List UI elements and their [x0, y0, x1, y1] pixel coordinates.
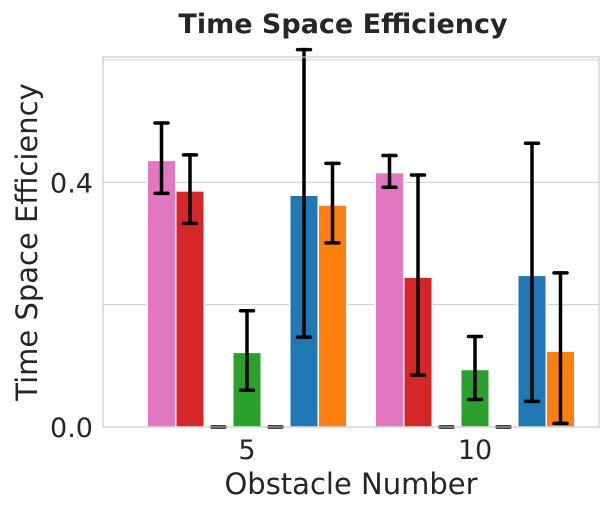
error-bars: [153, 47, 569, 429]
bar: [175, 190, 205, 428]
error-bar: [238, 309, 256, 393]
plot-frame: [102, 56, 600, 428]
y-tick-labels: 0.0 0.4: [50, 168, 93, 444]
x-tick-labels: 5 10: [238, 435, 492, 466]
x-axis-label: Obstacle Number: [224, 467, 477, 501]
chart-title: Time Space Efficiency: [178, 9, 508, 40]
error-bar: [381, 153, 398, 190]
error-bar: [295, 47, 313, 339]
error-bar: [181, 153, 199, 226]
bars: [146, 159, 576, 428]
x-tick-label: 10: [458, 435, 492, 466]
error-bar: [523, 141, 541, 404]
y-tick-label: 0.4: [50, 168, 93, 199]
bar: [146, 159, 177, 428]
error-bar: [466, 334, 484, 402]
error-bar: [409, 173, 427, 377]
error-bar: [153, 121, 170, 196]
x-tick-label: 5: [238, 435, 255, 466]
bar: [374, 171, 405, 428]
error-bar: [324, 161, 341, 245]
y-axis-label: Time Space Efficiency: [10, 83, 44, 401]
y-tick-label: 0.0: [50, 413, 93, 444]
error-bar: [552, 271, 569, 426]
